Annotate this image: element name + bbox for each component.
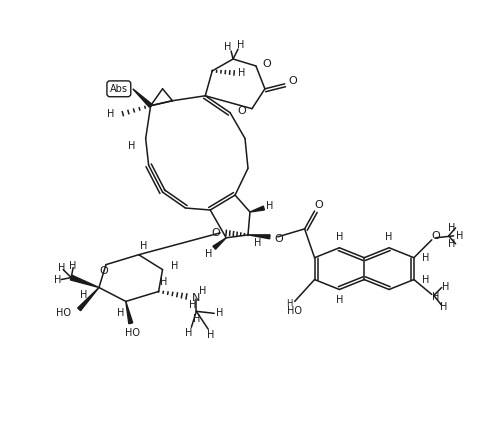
Text: H: H	[193, 314, 200, 324]
Text: H: H	[53, 275, 61, 285]
Text: HO: HO	[125, 328, 140, 338]
Text: H: H	[254, 238, 262, 248]
Text: O: O	[275, 234, 284, 244]
Text: H: H	[336, 232, 343, 242]
Text: H: H	[189, 300, 196, 310]
Text: O: O	[262, 59, 271, 69]
Text: H: H	[238, 68, 246, 78]
Polygon shape	[78, 288, 99, 310]
Text: O: O	[314, 200, 323, 210]
Text: H: H	[171, 261, 178, 271]
Text: H: H	[57, 263, 65, 273]
Text: H: H	[440, 302, 448, 312]
Text: H: H	[160, 277, 167, 286]
Text: H: H	[237, 40, 245, 50]
Text: H: H	[70, 261, 77, 271]
Text: HO: HO	[56, 308, 71, 319]
Text: H: H	[206, 330, 214, 340]
Text: H: H	[224, 42, 232, 52]
Text: HO: HO	[287, 306, 302, 316]
Text: N: N	[192, 294, 201, 303]
Text: H: H	[456, 231, 463, 241]
Text: H: H	[266, 201, 274, 211]
Text: O: O	[100, 266, 108, 276]
Text: H: H	[205, 249, 212, 259]
Polygon shape	[126, 302, 133, 324]
Text: H: H	[80, 291, 87, 300]
Text: H: H	[422, 253, 429, 263]
Text: H: H	[448, 239, 455, 249]
Polygon shape	[70, 275, 99, 288]
Text: H: H	[287, 299, 293, 308]
Text: H: H	[442, 283, 450, 292]
Text: H: H	[117, 308, 124, 319]
Text: H: H	[448, 223, 455, 233]
Text: H: H	[336, 295, 343, 305]
Text: O: O	[431, 231, 440, 241]
Text: H: H	[185, 328, 192, 338]
Text: O: O	[211, 228, 220, 238]
Text: O: O	[237, 106, 246, 115]
Text: H: H	[422, 275, 429, 285]
Polygon shape	[250, 206, 264, 212]
Text: H: H	[385, 232, 393, 242]
Text: H: H	[199, 286, 206, 297]
Text: Abs: Abs	[110, 84, 128, 94]
Text: H: H	[140, 241, 147, 251]
Text: H: H	[128, 141, 136, 151]
Polygon shape	[133, 89, 152, 107]
Polygon shape	[213, 238, 226, 249]
Polygon shape	[248, 235, 270, 239]
Text: O: O	[288, 76, 297, 86]
Text: H: H	[432, 292, 440, 302]
Text: H: H	[216, 308, 224, 319]
Text: H: H	[108, 109, 115, 118]
